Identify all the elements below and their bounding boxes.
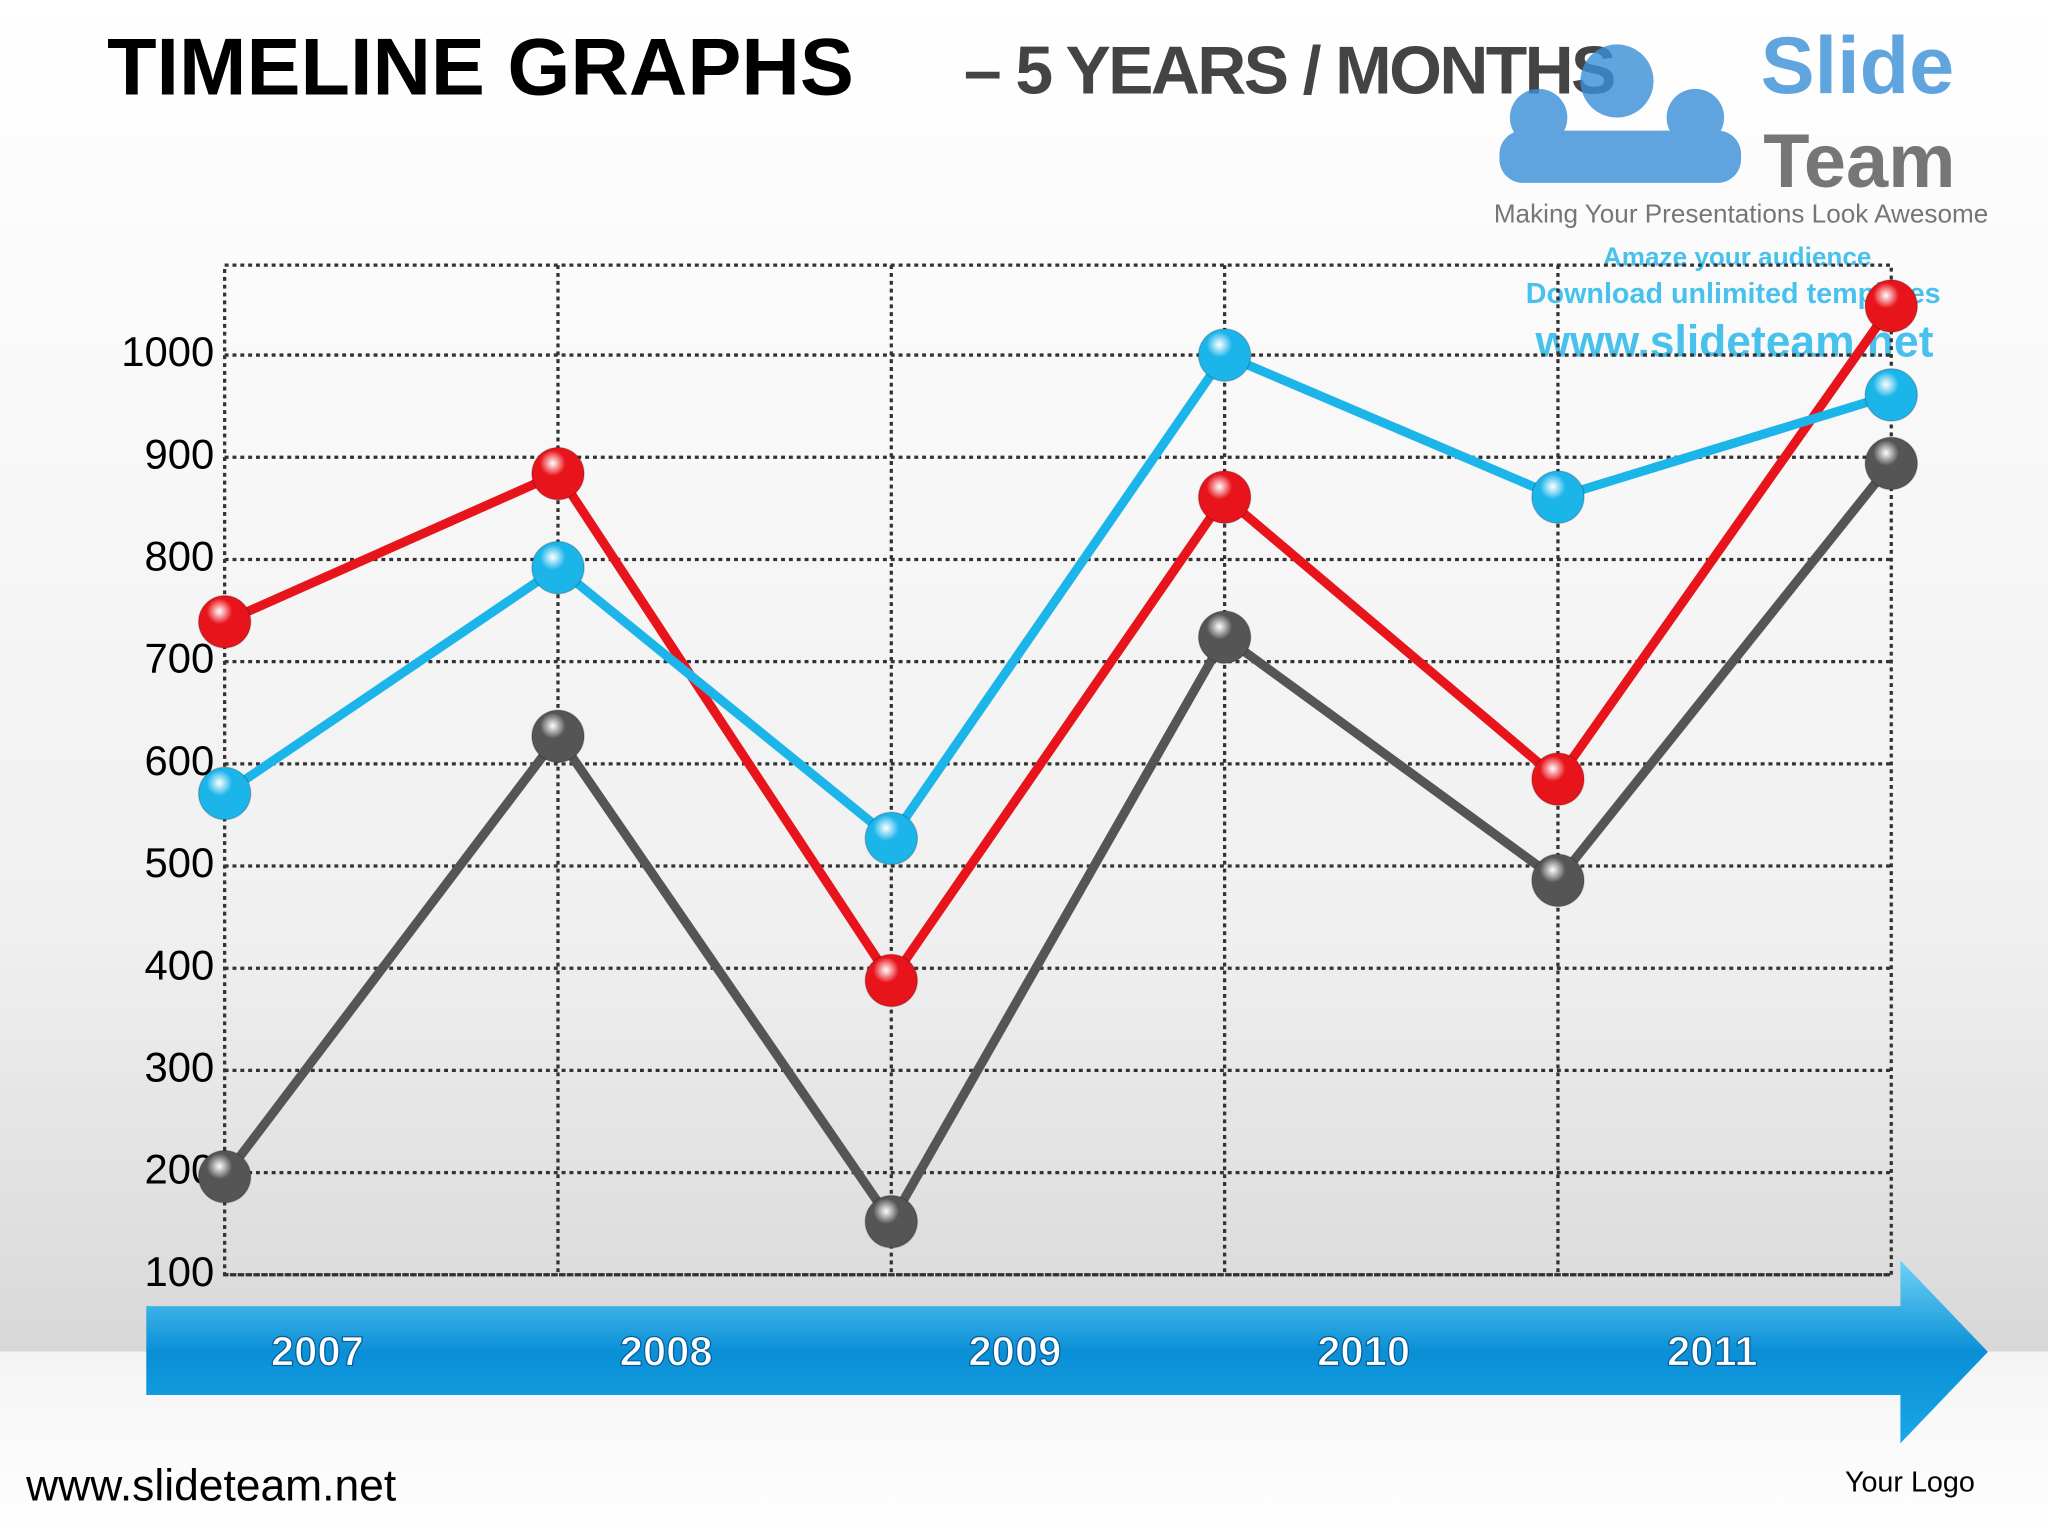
logo-icon (1499, 130, 1742, 183)
y-tick-label: 700 (144, 635, 214, 682)
data-point (1531, 470, 1585, 524)
data-point (197, 595, 252, 649)
timeline-label: 2011 (1667, 1327, 1758, 1374)
logo: Slide Team Making Your Presentations Loo… (1494, 21, 1988, 366)
timeline-label: 2010 (1317, 1327, 1410, 1374)
y-tick-label: 100 (144, 1248, 214, 1295)
watermark: Amaze your audience (1603, 242, 1871, 272)
y-tick-label: 300 (144, 1043, 214, 1090)
data-point (531, 446, 585, 501)
data-point (864, 811, 919, 866)
data-point (1197, 610, 1252, 664)
data-point (1864, 436, 1919, 491)
series-line (222, 350, 1893, 843)
plot-frame (223, 263, 1893, 1277)
data-point (1864, 279, 1919, 333)
data-point (1531, 752, 1585, 806)
data-point (197, 1149, 252, 1204)
data-point (531, 540, 585, 595)
tagline: Making Your Presentations Look Awesome (1494, 198, 1988, 228)
timeline-label: 2009 (968, 1327, 1061, 1374)
title: TIMELINE GRAPHS (107, 23, 854, 113)
data-point (531, 709, 585, 764)
timeline-label: 2008 (620, 1327, 713, 1374)
y-tick-label: 500 (144, 839, 214, 886)
subtitle: – 5 YEARS / MONTHS (964, 34, 1614, 109)
data-point (1864, 368, 1919, 422)
data-point (1197, 328, 1252, 382)
data-point (1197, 470, 1252, 524)
data-point (1531, 853, 1585, 908)
footer-url: www.slideteam.net (25, 1462, 397, 1511)
series-line (221, 460, 1895, 1227)
footer-logo: Your Logo (1845, 1466, 1975, 1498)
data-point (197, 766, 252, 821)
y-tick-label: 600 (144, 737, 214, 784)
timeline-arrow (146, 1260, 1988, 1444)
logo-word: Slide (1761, 21, 1955, 111)
logo-word: Team (1763, 119, 1955, 204)
y-tick-label: 1000 (121, 328, 214, 375)
timeline-label: 2007 (271, 1327, 364, 1374)
logo-icon (1580, 44, 1654, 118)
y-tick-label: 800 (144, 532, 214, 579)
y-tick-label: 400 (144, 941, 214, 988)
data-point (864, 1194, 919, 1249)
series-line (222, 303, 1896, 986)
data-point (864, 953, 919, 1008)
y-tick-label: 900 (144, 430, 214, 477)
